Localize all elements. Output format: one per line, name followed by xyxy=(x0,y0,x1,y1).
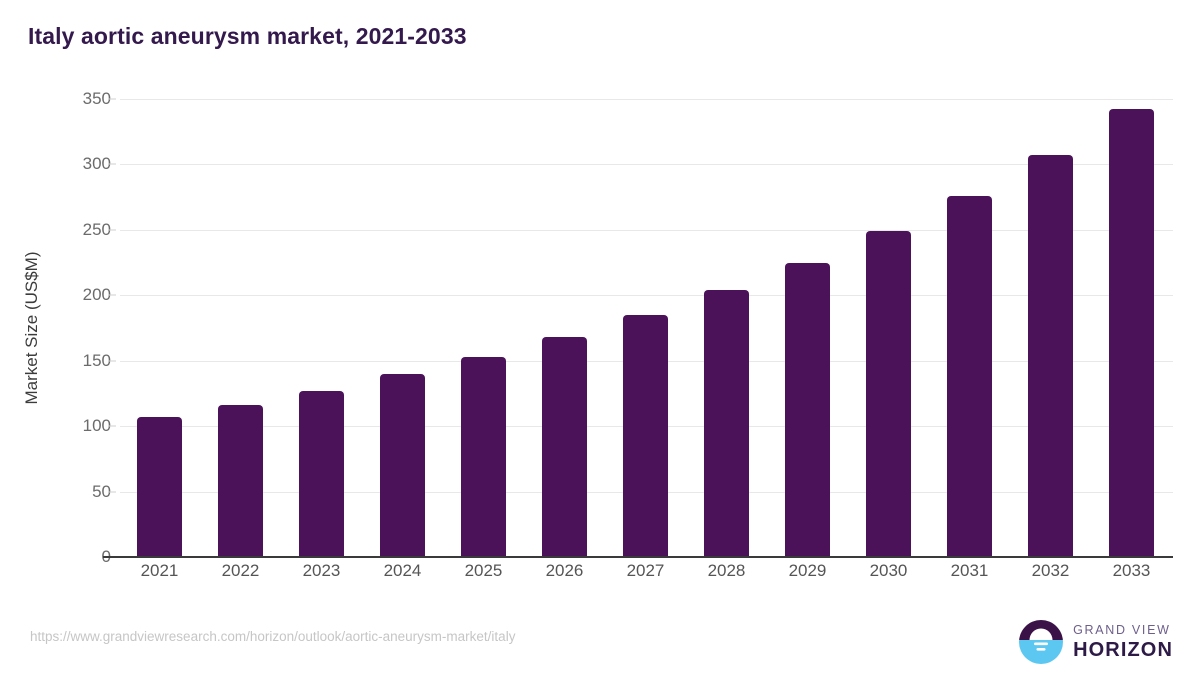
x-axis-tick-label: 2022 xyxy=(221,561,260,580)
y-axis-tick-label: 200 xyxy=(82,285,111,305)
bar-group[interactable]: 2026 xyxy=(541,99,588,580)
x-axis-tick-label: 2024 xyxy=(383,561,422,580)
grand-view-horizon-logo[interactable]: GRAND VIEW HORIZON xyxy=(1019,619,1173,665)
gridline xyxy=(120,164,1173,166)
bar[interactable] xyxy=(865,231,912,557)
bar-series: 2021 2022 2023 2024 2025 2026 2027 2028 2029 2030… xyxy=(120,99,1173,580)
x-axis-tick-label: 2033 xyxy=(1112,561,1151,580)
plot-area: 050100150200250300350 202120222023202420… xyxy=(22,89,1173,580)
logo-line-2: HORIZON xyxy=(1073,638,1173,661)
x-axis-tick-label: 2023 xyxy=(302,561,341,580)
bar[interactable] xyxy=(784,262,831,557)
bar[interactable] xyxy=(541,337,588,557)
y-axis-tick-mark xyxy=(109,163,116,165)
y-axis-tick-mark xyxy=(109,360,116,362)
x-axis-tick-label: 2027 xyxy=(626,561,665,580)
y-axis-tick-label: 0 xyxy=(0,547,111,567)
x-axis-tick-label: 2028 xyxy=(707,561,746,580)
bar[interactable] xyxy=(460,356,507,557)
page-title: Italy aortic aneurysm market, 2021-2033 xyxy=(28,23,467,49)
bar-group[interactable]: 2033 xyxy=(1108,99,1155,580)
horizon-mark-icon xyxy=(1019,620,1064,664)
x-axis-tick-label: 2021 xyxy=(140,561,179,580)
bar[interactable] xyxy=(379,373,426,557)
bar-group[interactable]: 2021 xyxy=(136,99,183,580)
bar-group[interactable]: 2024 xyxy=(379,99,426,580)
gridline xyxy=(120,295,1173,297)
source-url[interactable]: https://www.grandviewresearch.com/horizo… xyxy=(30,629,516,644)
gridline xyxy=(120,229,1173,231)
y-axis-tick-mark xyxy=(109,229,116,231)
y-axis-tick-mark xyxy=(109,98,116,100)
bar[interactable] xyxy=(217,405,264,557)
logo-wordmark: GRAND VIEW HORIZON xyxy=(1073,624,1173,660)
x-axis-tick-label: 2025 xyxy=(464,561,503,580)
y-axis-tick-mark xyxy=(109,491,116,493)
bar[interactable] xyxy=(1108,109,1155,557)
y-axis-tick-label: 350 xyxy=(82,89,111,108)
bar-group[interactable]: 2031 xyxy=(946,99,993,580)
y-axis-tick-label: 300 xyxy=(82,154,111,174)
x-axis-tick-label: 2029 xyxy=(788,561,827,580)
bar[interactable] xyxy=(298,390,345,557)
bar-group[interactable]: 2023 xyxy=(298,99,345,580)
x-axis-tick-label: 2031 xyxy=(950,561,989,580)
bar-group[interactable]: 2029 xyxy=(784,99,831,580)
bar[interactable] xyxy=(136,416,183,557)
x-axis-line xyxy=(103,556,1173,558)
bar[interactable] xyxy=(703,290,750,557)
gridline xyxy=(120,99,1173,100)
bar[interactable] xyxy=(946,195,993,557)
y-axis-tick-label: 250 xyxy=(82,219,111,239)
y-axis-tick-mark xyxy=(109,294,116,296)
bar-group[interactable]: 2032 xyxy=(1027,99,1074,580)
y-axis-label: Market Size (US$M) xyxy=(22,251,41,405)
bar[interactable] xyxy=(1027,155,1074,557)
y-axis-tick-label: 50 xyxy=(92,481,111,501)
x-axis-tick-label: 2026 xyxy=(545,561,584,580)
bar-group[interactable]: 2027 xyxy=(622,99,669,580)
x-axis-tick-label: 2032 xyxy=(1031,561,1070,580)
bar[interactable] xyxy=(622,314,669,557)
bar-group[interactable]: 2025 xyxy=(460,99,507,580)
x-axis-tick-label: 2030 xyxy=(869,561,908,580)
bar-group[interactable]: 2028 xyxy=(703,99,750,580)
y-axis-tick-label: 150 xyxy=(82,350,111,370)
y-axis-tick-mark xyxy=(109,425,116,427)
y-axis-tick-label: 100 xyxy=(82,416,111,436)
bar-group[interactable]: 2022 xyxy=(217,99,264,580)
bar-group[interactable]: 2030 xyxy=(865,99,912,580)
logo-line-1: GRAND VIEW xyxy=(1073,623,1171,638)
